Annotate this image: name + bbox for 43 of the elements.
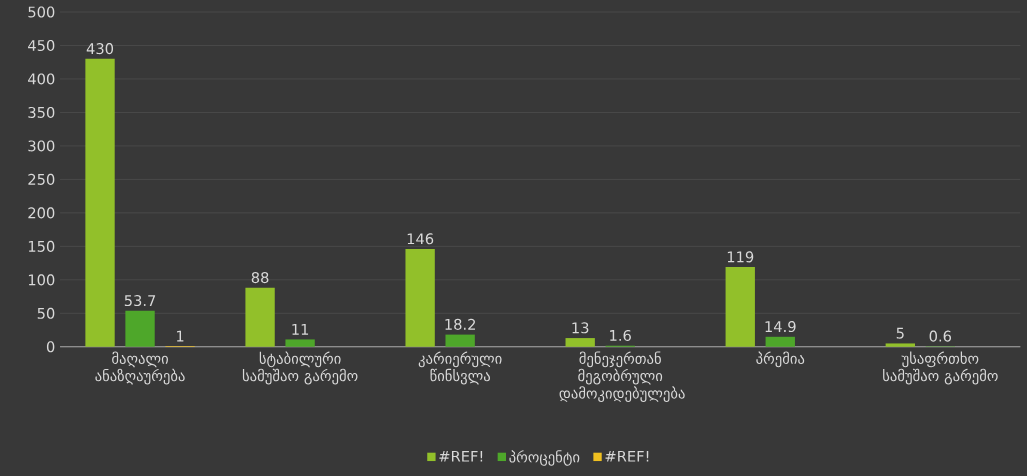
data-label: 146 [407,233,434,245]
y-tick-label: 50 [37,307,55,319]
bar [725,267,755,347]
bar [85,58,115,347]
x-tick-label: სტაბილური სამუშაო გარემო [242,351,358,385]
legend-label: #REF! [605,450,649,462]
data-label: 53.7 [124,294,156,307]
y-tick-label: 450 [28,39,55,51]
y-tick-label: 100 [28,274,55,286]
bar [285,339,315,347]
y-tick-label: 250 [28,173,55,185]
bar [565,338,595,347]
bar [245,287,275,347]
x-tick-label: მაღალი ანაზღაურება [95,351,185,385]
x-tick-label: კარიერული წინსვლა [418,351,502,385]
data-label: 119 [727,251,754,263]
data-label: 1 [177,330,184,342]
bar [405,248,435,347]
y-tick-label: 350 [28,106,55,118]
data-label: 11 [292,323,309,335]
data-label: 18.2 [445,318,476,330]
y-tick-label: 400 [28,73,55,85]
data-label: 430 [86,43,114,55]
y-tick-label: 300 [28,140,55,152]
x-tick-label: უსაფრთხო სამუშაო გარემო [883,351,998,385]
data-label: 1.6 [610,329,631,341]
data-label: 88 [251,271,269,284]
data-label: 5 [896,327,904,339]
y-tick-label: 500 [28,6,55,18]
bar [445,334,475,347]
bar [765,336,795,347]
x-tick-label: პრემია [756,351,805,368]
y-tick-label: 0 [46,341,55,353]
y-tick-label: 200 [28,207,55,219]
data-label: 13 [572,322,589,334]
legend-label: #REF! [439,450,483,462]
bar [125,310,155,347]
bar [885,343,915,347]
data-label: 14.9 [765,320,796,333]
legend-label: პროცენტი [509,450,580,466]
y-tick-label: 150 [28,240,55,252]
x-tick-label: მენეჯერთან მეგობრული დამოკიდებულება [559,351,685,402]
data-label: 0.6 [929,330,952,342]
